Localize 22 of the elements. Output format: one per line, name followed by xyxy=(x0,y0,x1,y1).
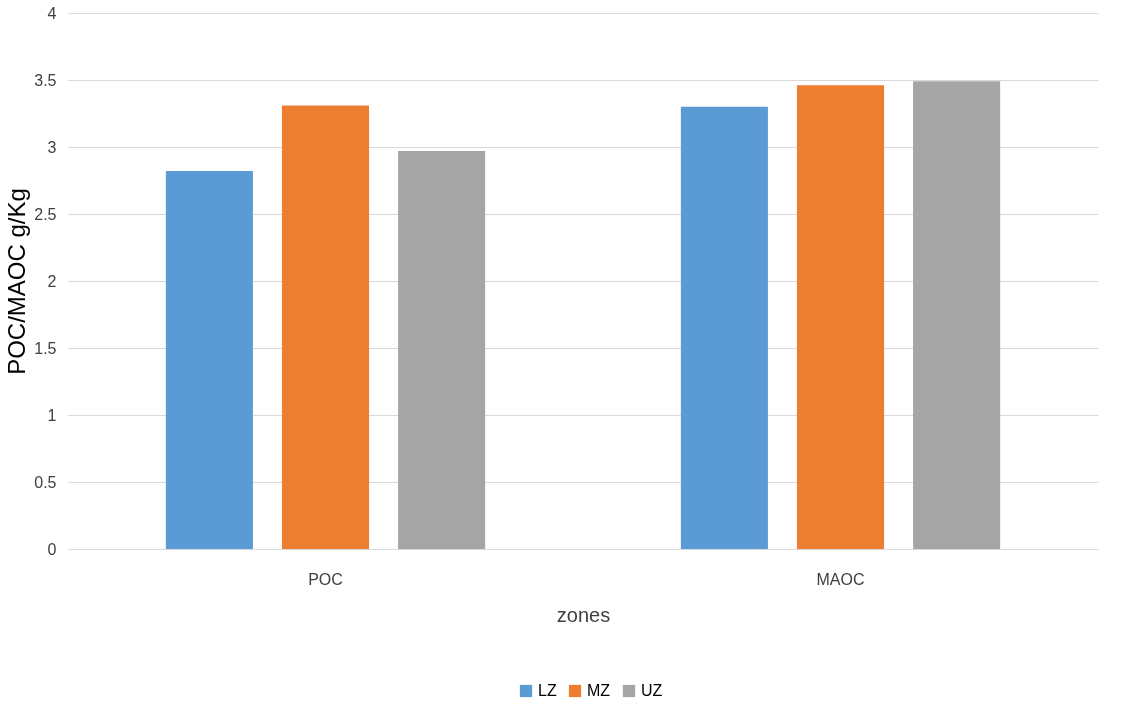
x-tick-label: MAOC xyxy=(816,570,865,588)
x-tick-label: POC xyxy=(308,570,343,588)
y-tick-label: 1.5 xyxy=(34,339,57,357)
legend-label: MZ xyxy=(587,682,611,699)
y-tick-label: 1 xyxy=(47,406,57,424)
bar xyxy=(913,81,1001,549)
y-tick-label: 4 xyxy=(47,4,57,22)
y-tick-label: 0.5 xyxy=(34,473,57,491)
y-tick-label: 2.5 xyxy=(34,205,57,223)
bar xyxy=(165,171,253,549)
legend-label: LZ xyxy=(538,682,557,699)
bar xyxy=(398,151,486,549)
y-tick-label: 3 xyxy=(47,138,57,156)
legend-label: UZ xyxy=(641,682,663,699)
y-tick-label: 2 xyxy=(47,272,57,290)
bar xyxy=(281,105,370,549)
bar xyxy=(796,85,885,549)
x-axis-title: zones xyxy=(556,603,611,626)
y-axis-title: POC/MAOC g/Kg xyxy=(3,188,31,375)
bar xyxy=(680,106,768,549)
y-tick-label: 0 xyxy=(47,540,57,558)
y-tick-label: 3.5 xyxy=(34,71,57,89)
